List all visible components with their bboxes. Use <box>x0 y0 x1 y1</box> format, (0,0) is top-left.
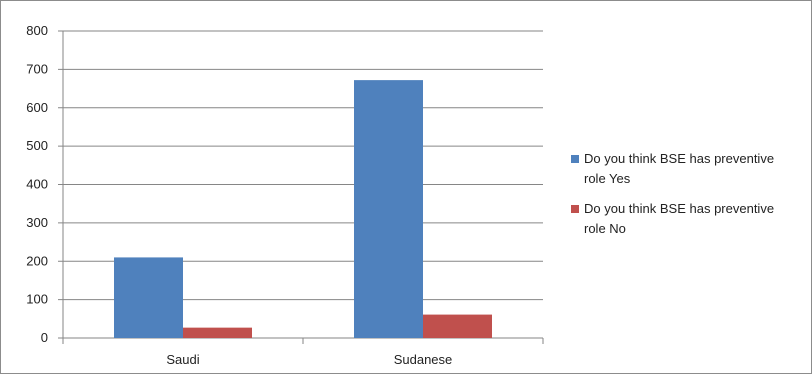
legend-swatch <box>571 155 579 163</box>
bars <box>114 80 492 339</box>
legend: Do you think BSE has preventive role Yes D… <box>571 151 774 236</box>
y-tick-label: 300 <box>26 215 48 230</box>
y-tick-label: 400 <box>26 177 48 192</box>
legend-swatch <box>571 205 579 213</box>
y-tick-label: 200 <box>26 253 48 268</box>
bar-no-sudanese <box>423 314 492 338</box>
legend-entry-label: Do you think BSE has preventive role Yes <box>584 151 774 186</box>
y-tick-label: 600 <box>26 100 48 115</box>
bar-yes-sudanese <box>354 80 423 339</box>
y-tick-label: 800 <box>26 23 48 38</box>
bar-no-saudi <box>183 327 252 338</box>
bar-yes-saudi <box>114 257 183 338</box>
x-category-label: Sudanese <box>394 352 453 367</box>
legend-entry-label: Do you think BSE has preventive role No <box>584 201 774 236</box>
y-tick-label: 500 <box>26 138 48 153</box>
x-category-label: Saudi <box>166 352 199 367</box>
y-tick-label: 100 <box>26 292 48 307</box>
tick-labels: 0 100 200 300 400 500 600 700 800 Saudi Sudanese <box>26 23 452 367</box>
y-tick-label: 0 <box>41 330 48 345</box>
y-tick-label: 700 <box>26 61 48 76</box>
